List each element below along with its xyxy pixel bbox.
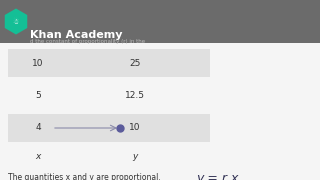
Text: ☃: ☃ [13,18,19,25]
Text: Khan Academy: Khan Academy [30,30,123,40]
Text: 4: 4 [35,123,41,132]
Text: x: x [35,152,41,161]
Text: 5: 5 [35,91,41,100]
Bar [8,49,210,77]
Text: 10: 10 [32,58,44,68]
Text: The quantities x and y are proportional.: The quantities x and y are proportional. [8,173,161,180]
Bar [8,114,210,142]
Polygon shape [5,8,27,35]
Text: 25: 25 [129,58,141,68]
Text: y: y [132,152,138,161]
Bar [8,82,210,110]
Text: 12.5: 12.5 [125,91,145,100]
Text: y = r x: y = r x [196,172,238,180]
Text: 10: 10 [129,123,141,132]
Text: d the constant of proportionality (r) in the: d the constant of proportionality (r) in… [30,39,145,44]
Bar [0,0,320,43]
